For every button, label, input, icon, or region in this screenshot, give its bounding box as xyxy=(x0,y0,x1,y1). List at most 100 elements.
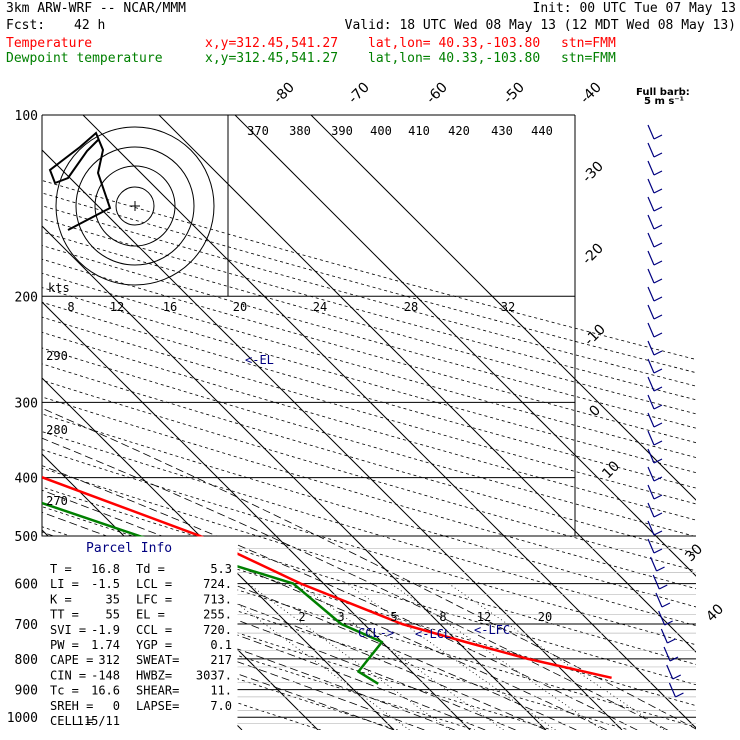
dewpoint-legend: Dewpoint temperature xyxy=(6,51,163,66)
wind-barb xyxy=(647,124,663,140)
parcel-info-cell: 1.74 xyxy=(91,638,120,652)
parcel-info-cell: 11. xyxy=(210,684,232,698)
parcel-info-cell: 16.6 xyxy=(91,684,120,698)
pressure-tick-label: 600 xyxy=(15,578,38,593)
isotherm-line xyxy=(0,115,14,730)
level-label: <-LCL xyxy=(415,627,451,641)
level-label: CCL-> xyxy=(358,626,394,640)
barb-staff xyxy=(658,610,666,626)
theta-label: 410 xyxy=(408,124,430,138)
parcel-info-cell: 255. xyxy=(203,608,232,622)
barb-staff xyxy=(647,160,655,176)
parcel-info-cell: HWBZ= xyxy=(136,668,172,682)
barb-flag xyxy=(658,584,668,590)
parcel-info-cell: SVI = xyxy=(50,623,86,637)
pressure-tick-label: 200 xyxy=(15,290,38,305)
barb-staff xyxy=(668,682,677,698)
wind-barb xyxy=(647,322,663,338)
mixing-ratio-label: 32 xyxy=(501,300,515,314)
barb-staff xyxy=(647,448,655,464)
wind-barb xyxy=(647,502,663,518)
mixing-ratio-line xyxy=(390,583,603,730)
barb-staff xyxy=(663,646,671,662)
barb-staff xyxy=(647,268,655,284)
temperature-profile xyxy=(42,475,612,680)
parcel-info-cell: 720. xyxy=(203,623,232,637)
dew-station: stn=FMM xyxy=(561,51,616,66)
hodograph xyxy=(48,115,229,296)
parcel-info-cell: 0 xyxy=(113,699,120,713)
wind-barb xyxy=(655,592,671,608)
pressure-tick-label: 500 xyxy=(15,530,38,545)
forecast-label: Fcst: xyxy=(6,18,46,33)
model-title: 3km ARW-WRF -- NCAR/MMM xyxy=(6,1,187,16)
barb-flag xyxy=(653,296,663,302)
barb-staff xyxy=(647,196,655,212)
parcel-info-cell: 3037. xyxy=(196,668,232,682)
barb-flag xyxy=(653,332,663,338)
wind-barb xyxy=(647,196,663,212)
pressure-tick-label: 900 xyxy=(15,684,38,699)
pressure-tick-label: 300 xyxy=(15,396,38,411)
parcel-info-cell: Td = xyxy=(136,562,165,576)
barb-flag xyxy=(653,530,663,536)
wind-barb xyxy=(647,286,663,302)
wind-barb xyxy=(647,142,663,158)
barb-staff xyxy=(647,502,655,518)
wind-barb xyxy=(647,178,663,194)
wind-barb xyxy=(647,268,663,284)
barb-flag xyxy=(653,548,663,554)
theta-label: 400 xyxy=(370,124,392,138)
wind-barb xyxy=(647,448,663,464)
parcel-info-cell: -1.5 xyxy=(91,577,120,591)
mixing-ratio-label: 8 xyxy=(439,610,446,624)
mixing-ratio-label: 2 xyxy=(298,610,305,624)
parcel-info-cell: 55 xyxy=(106,608,120,622)
barb-staff xyxy=(647,286,655,302)
parcel-info-cell: T = xyxy=(50,562,72,576)
barb-staff xyxy=(666,664,674,680)
wind-barb xyxy=(647,520,663,536)
barb-staff xyxy=(647,394,655,410)
mixing-ratio-label: 28 xyxy=(404,300,418,314)
parcel-info-cell: SHEAR= xyxy=(136,684,179,698)
parcel-info-cell: K = xyxy=(50,592,72,606)
isotherm-label: 30 xyxy=(682,541,706,565)
theta-label: 380 xyxy=(289,124,311,138)
parcel-info-cell: 115/11 xyxy=(77,714,120,728)
dry-adiabat xyxy=(42,526,696,728)
mixing-ratio-label: 20 xyxy=(538,610,552,624)
barb-flag xyxy=(653,152,663,158)
wind-barb xyxy=(647,340,663,356)
wind-barb xyxy=(649,556,665,572)
barb-flag xyxy=(664,620,673,626)
barb-flag xyxy=(653,512,663,518)
theta-label: 390 xyxy=(331,124,353,138)
barb-staff xyxy=(647,214,655,230)
wind-barb xyxy=(647,250,663,266)
dry-adiabat xyxy=(42,218,696,401)
wind-barb xyxy=(663,646,679,662)
barb-flag xyxy=(653,494,663,500)
barb-flag xyxy=(669,656,679,662)
theta-label: 420 xyxy=(448,124,470,138)
forecast-hour: 42 h xyxy=(74,18,106,33)
parcel-info-cell: 7.0 xyxy=(210,699,232,713)
wind-barb xyxy=(647,538,663,554)
isotherm-line xyxy=(82,115,696,729)
parcel-info-cell: PW = xyxy=(50,638,79,652)
barb-staff xyxy=(647,124,655,140)
barb-flag xyxy=(653,404,663,410)
wind-barb xyxy=(652,574,668,590)
barb-key-value: 5 m s⁻¹ xyxy=(644,96,684,107)
pressure-tick-label: 800 xyxy=(15,653,38,668)
wind-barb xyxy=(647,214,663,230)
wind-barb xyxy=(647,358,663,374)
wind-barb xyxy=(660,628,676,644)
parcel-info-cell: TT = xyxy=(50,608,79,622)
pressure-tick-label: 100 xyxy=(15,109,38,124)
barb-flag xyxy=(653,260,663,266)
barb-flag xyxy=(653,368,663,374)
barb-flag xyxy=(675,692,684,698)
